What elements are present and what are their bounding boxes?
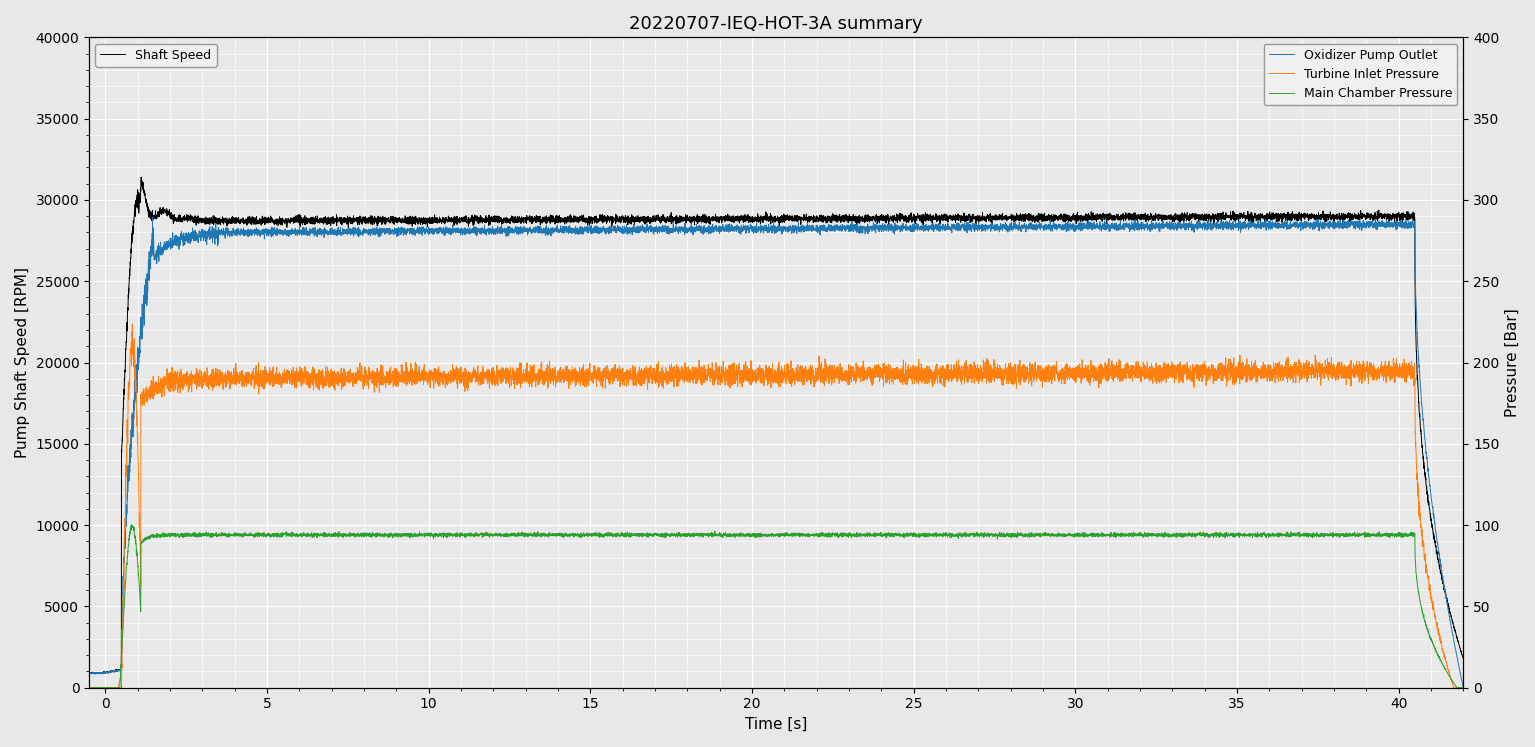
Turbine Inlet Pressure [361,376,379,385]
Shaft Speed [1454,653,1472,662]
Turbine Inlet Pressure [970,371,989,380]
Turbine Inlet Pressure [123,320,141,329]
Main Chamber Pressure [1199,530,1217,539]
Y-axis label: Pump Shaft Speed [RPM]: Pump Shaft Speed [RPM] [15,267,31,458]
Oxidizer Pump Outlet [361,226,379,235]
Oxidizer Pump Outlet [1199,224,1217,233]
Main Chamber Pressure [970,530,989,539]
Main Chamber Pressure [774,530,792,539]
Main Chamber Pressure [1454,684,1472,692]
Line: Turbine Inlet Pressure: Turbine Inlet Pressure [89,324,1480,688]
Shaft Speed [1471,684,1489,692]
Shaft Speed [774,213,792,222]
Turbine Inlet Pressure [1454,684,1472,692]
Oxidizer Pump Outlet [970,221,989,230]
Shaft Speed [375,214,393,223]
Turbine Inlet Pressure [1471,684,1489,692]
Oxidizer Pump Outlet [375,224,393,233]
Line: Main Chamber Pressure: Main Chamber Pressure [89,525,1480,688]
Line: Oxidizer Pump Outlet: Oxidizer Pump Outlet [89,217,1480,688]
Main Chamber Pressure [1471,684,1489,692]
Turbine Inlet Pressure [1199,368,1217,377]
Shaft Speed [970,211,989,220]
Shaft Speed [132,173,150,182]
Shaft Speed [1199,213,1217,222]
Oxidizer Pump Outlet [80,669,98,678]
Oxidizer Pump Outlet [1454,682,1472,691]
Oxidizer Pump Outlet [112,684,130,692]
Legend: Oxidizer Pump Outlet, Turbine Inlet Pressure, Main Chamber Pressure: Oxidizer Pump Outlet, Turbine Inlet Pres… [1263,43,1457,105]
Title: 20220707-IEQ-HOT-3A summary: 20220707-IEQ-HOT-3A summary [629,15,923,33]
Turbine Inlet Pressure [375,378,393,387]
Main Chamber Pressure [375,530,393,539]
Oxidizer Pump Outlet [143,213,161,222]
Turbine Inlet Pressure [80,684,98,692]
Oxidizer Pump Outlet [1471,684,1489,692]
Main Chamber Pressure [121,521,140,530]
X-axis label: Time [s]: Time [s] [744,717,807,732]
Turbine Inlet Pressure [100,684,118,692]
Oxidizer Pump Outlet [774,226,792,235]
Y-axis label: Pressure [Bar]: Pressure [Bar] [1504,309,1520,417]
Turbine Inlet Pressure [774,365,792,374]
Shaft Speed [1464,684,1483,692]
Shaft Speed [359,217,378,226]
Main Chamber Pressure [361,530,379,539]
Shaft Speed [80,669,98,678]
Main Chamber Pressure [80,684,98,692]
Main Chamber Pressure [106,684,124,692]
Line: Shaft Speed: Shaft Speed [89,177,1480,688]
